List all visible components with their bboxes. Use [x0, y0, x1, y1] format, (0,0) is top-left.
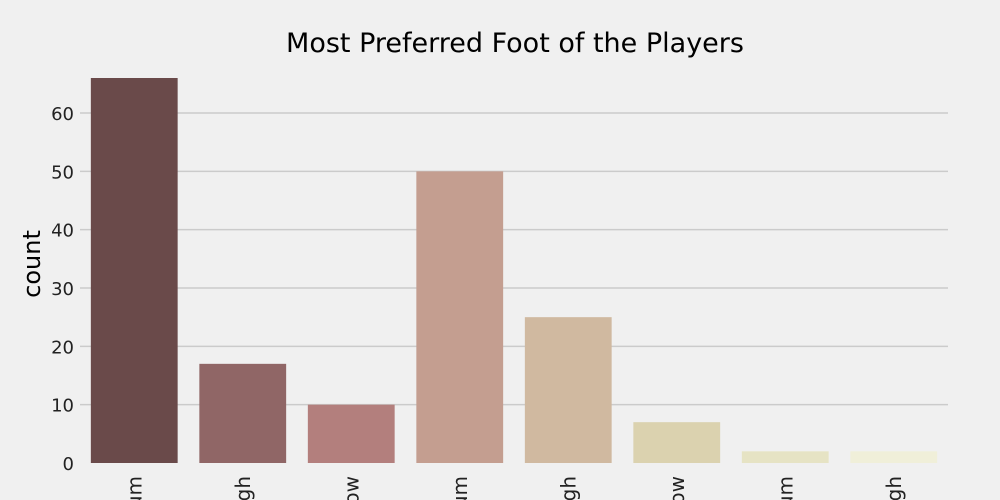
bar	[90, 78, 178, 463]
bar	[524, 317, 612, 463]
y-axis-label: count	[18, 230, 46, 298]
bar	[416, 171, 504, 464]
y-tick-label: 40	[51, 221, 74, 242]
bar	[741, 451, 829, 463]
x-tick-label: ow	[339, 476, 363, 500]
y-tick-label: 30	[51, 279, 74, 300]
chart-title: Most Preferred Foot of the Players	[286, 28, 744, 59]
y-tick-label: 0	[63, 454, 74, 475]
bar	[633, 422, 721, 463]
y-tick-label: 10	[51, 396, 74, 417]
x-tick-label: ow	[665, 476, 689, 500]
x-tick-label: igh	[231, 476, 255, 500]
y-tick-label: 60	[51, 104, 74, 125]
y-tick-label: 20	[51, 337, 74, 358]
y-tick-labels: 0 10 20 30 40 50 60	[51, 104, 74, 475]
bars	[90, 78, 938, 464]
x-tick-label: um	[448, 476, 472, 500]
x-tick-labels: um igh ow um igh ow um igh	[122, 476, 906, 500]
y-tick-label: 50	[51, 162, 74, 183]
x-tick-label: um	[122, 476, 146, 500]
bar	[199, 363, 287, 463]
gridlines	[80, 112, 948, 406]
x-tick-label: um	[773, 476, 797, 500]
x-tick-label: igh	[556, 476, 580, 500]
bar	[850, 451, 938, 463]
x-tick-label: igh	[882, 476, 906, 500]
bar	[307, 404, 395, 463]
